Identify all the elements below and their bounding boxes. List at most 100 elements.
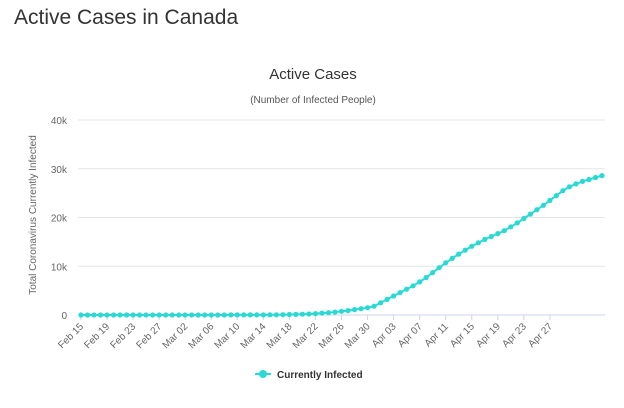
x-tick-label: Apr 15 xyxy=(448,321,477,350)
data-point xyxy=(137,312,143,318)
data-point xyxy=(234,312,240,318)
data-point xyxy=(176,312,182,318)
data-point xyxy=(97,312,104,318)
data-point xyxy=(221,312,227,318)
data-point xyxy=(273,312,279,318)
data-point xyxy=(260,312,266,318)
data-point xyxy=(241,312,247,318)
data-point xyxy=(228,312,234,318)
data-point xyxy=(540,202,547,208)
data-point xyxy=(299,311,305,317)
data-point xyxy=(488,233,494,240)
y-tick-label: 40k xyxy=(51,116,68,127)
data-point xyxy=(91,312,97,318)
x-tick-label: Apr 03 xyxy=(370,321,399,350)
legend[interactable]: Currently Infected xyxy=(255,370,363,381)
x-tick-label: Feb 19 xyxy=(82,321,112,351)
data-point xyxy=(501,228,507,234)
data-point xyxy=(182,312,188,318)
data-point xyxy=(156,312,162,318)
data-point xyxy=(247,312,253,318)
data-point xyxy=(371,303,377,309)
x-tick-label: Feb 27 xyxy=(134,321,164,351)
y-tick-label: 30k xyxy=(51,165,68,176)
data-point xyxy=(521,215,527,222)
x-tick-label: Feb 23 xyxy=(108,321,138,351)
series-markers xyxy=(78,173,605,318)
y-axis-ticks: 0 10k 20k 30k 40k xyxy=(51,116,68,322)
x-tick-label: Mar 22 xyxy=(291,321,321,351)
data-point xyxy=(417,279,423,285)
data-point xyxy=(163,312,169,318)
data-point xyxy=(150,312,156,318)
data-point xyxy=(560,188,566,194)
x-tick-label: Mar 26 xyxy=(317,321,347,351)
data-point xyxy=(358,306,364,312)
data-point xyxy=(124,312,130,318)
data-point xyxy=(189,312,195,318)
data-point xyxy=(312,311,319,317)
data-point xyxy=(143,312,149,318)
data-point xyxy=(202,312,208,318)
data-point xyxy=(410,283,416,289)
x-tick-label: Feb 15 xyxy=(56,321,86,351)
data-point xyxy=(404,286,410,292)
data-point xyxy=(586,176,592,183)
data-point xyxy=(325,310,332,316)
data-point xyxy=(534,207,540,213)
series-line-currently-infected xyxy=(81,174,603,316)
data-point xyxy=(430,270,436,276)
data-point xyxy=(117,312,123,318)
data-point xyxy=(104,312,110,318)
data-point xyxy=(475,240,481,246)
data-point xyxy=(508,224,514,230)
y-tick-label: 20k xyxy=(51,214,68,225)
data-point xyxy=(84,312,91,318)
data-point xyxy=(397,290,403,296)
x-tick-label: Apr 07 xyxy=(396,321,425,350)
data-point xyxy=(592,174,599,181)
y-axis-title: Total Coronavirus Currently Infected xyxy=(28,135,39,295)
data-point xyxy=(111,312,117,318)
data-point xyxy=(566,184,573,190)
y-tick-label: 10k xyxy=(51,262,68,273)
data-point xyxy=(130,312,136,318)
data-point xyxy=(293,311,299,317)
data-point xyxy=(306,311,312,317)
data-point xyxy=(267,312,273,318)
data-point xyxy=(579,178,586,184)
data-point xyxy=(169,312,175,318)
x-tick-label: Mar 14 xyxy=(239,321,269,351)
x-tick-label: Mar 18 xyxy=(265,321,295,351)
chart-title: Active Cases xyxy=(269,66,357,83)
data-point xyxy=(547,197,553,203)
legend-swatch-marker xyxy=(259,370,267,378)
data-point xyxy=(208,312,214,318)
data-point xyxy=(449,255,455,261)
data-point xyxy=(378,300,384,306)
data-point xyxy=(332,309,338,315)
data-point xyxy=(423,274,429,281)
data-point xyxy=(573,181,579,187)
x-tick-label: Mar 10 xyxy=(213,321,243,351)
page-heading: Active Cases in Canada xyxy=(14,6,239,29)
data-point xyxy=(215,312,221,318)
data-point xyxy=(469,243,475,249)
x-tick-label: Apr 27 xyxy=(526,321,555,350)
data-point xyxy=(443,260,449,266)
legend-label-currently-infected: Currently Infected xyxy=(277,370,363,381)
data-point xyxy=(462,247,468,253)
data-point xyxy=(365,305,371,311)
x-tick-label: Mar 02 xyxy=(161,321,191,351)
data-point xyxy=(553,193,560,199)
data-point xyxy=(280,312,286,318)
data-point xyxy=(78,312,84,318)
data-point xyxy=(456,251,462,257)
data-point xyxy=(495,231,501,237)
data-point xyxy=(195,312,201,318)
data-point xyxy=(351,307,358,313)
data-point xyxy=(345,308,351,314)
x-tick-label: Apr 19 xyxy=(474,321,503,350)
data-point xyxy=(482,236,488,242)
